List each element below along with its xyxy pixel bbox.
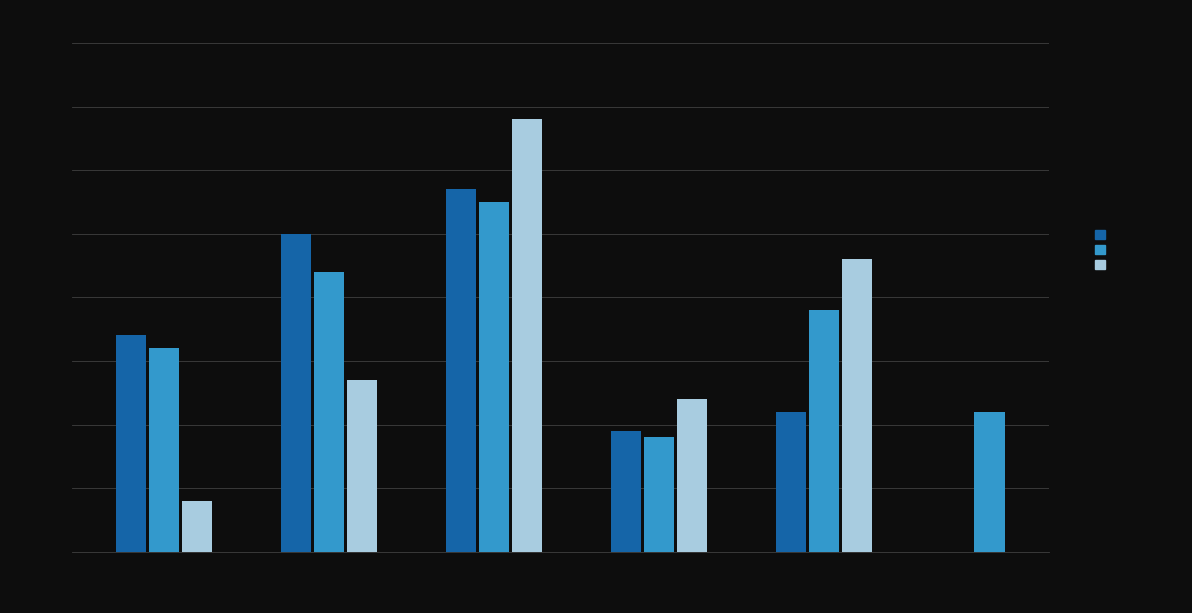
Bar bbox=[776, 412, 807, 552]
Bar bbox=[149, 348, 179, 552]
Bar bbox=[446, 189, 477, 552]
Legend: , , : , , bbox=[1092, 227, 1112, 273]
Bar bbox=[313, 272, 344, 552]
Bar bbox=[644, 437, 675, 552]
Bar bbox=[513, 119, 542, 552]
Bar bbox=[842, 259, 873, 552]
Bar bbox=[347, 380, 378, 552]
Bar bbox=[677, 399, 708, 552]
Bar bbox=[281, 234, 311, 552]
Bar bbox=[479, 202, 509, 552]
Bar bbox=[116, 335, 147, 552]
Bar bbox=[974, 412, 1005, 552]
Bar bbox=[182, 501, 212, 552]
Bar bbox=[809, 310, 839, 552]
Bar bbox=[611, 431, 641, 552]
